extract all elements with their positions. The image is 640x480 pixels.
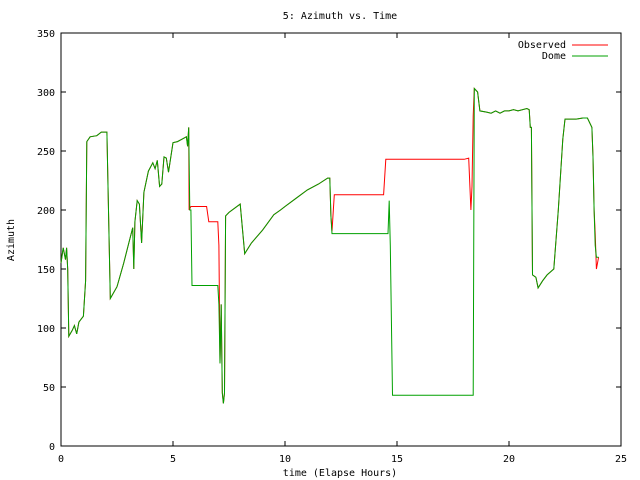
y-axis-label: Azimuth bbox=[6, 219, 17, 261]
y-tick-label: 50 bbox=[43, 383, 55, 394]
legend-label-dome: Dome bbox=[542, 51, 566, 62]
plot-frame bbox=[60, 32, 622, 447]
x-tick-label: 25 bbox=[615, 454, 627, 465]
y-tick-label: 300 bbox=[37, 88, 55, 99]
x-tick-label: 20 bbox=[503, 454, 515, 465]
y-tick-label: 350 bbox=[37, 29, 55, 40]
x-axis-label: time (Elapse Hours) bbox=[283, 468, 397, 479]
legend-label-observed: Observed bbox=[518, 40, 566, 51]
y-tick-label: 150 bbox=[37, 265, 55, 276]
x-tick-label: 10 bbox=[279, 454, 291, 465]
y-tick-label: 100 bbox=[37, 324, 55, 335]
y-tick-label: 200 bbox=[37, 206, 55, 217]
series-lines bbox=[60, 87, 600, 404]
y-tick-label: 250 bbox=[37, 147, 55, 158]
chart-title: 5: Azimuth vs. Time bbox=[283, 11, 397, 22]
x-tick-label: 5 bbox=[170, 454, 176, 465]
x-tick-label: 0 bbox=[58, 454, 64, 465]
series-line-observed bbox=[60, 87, 600, 404]
y-tick-label: 0 bbox=[49, 442, 55, 453]
series-line-dome bbox=[60, 87, 599, 404]
x-tick-label: 15 bbox=[391, 454, 403, 465]
